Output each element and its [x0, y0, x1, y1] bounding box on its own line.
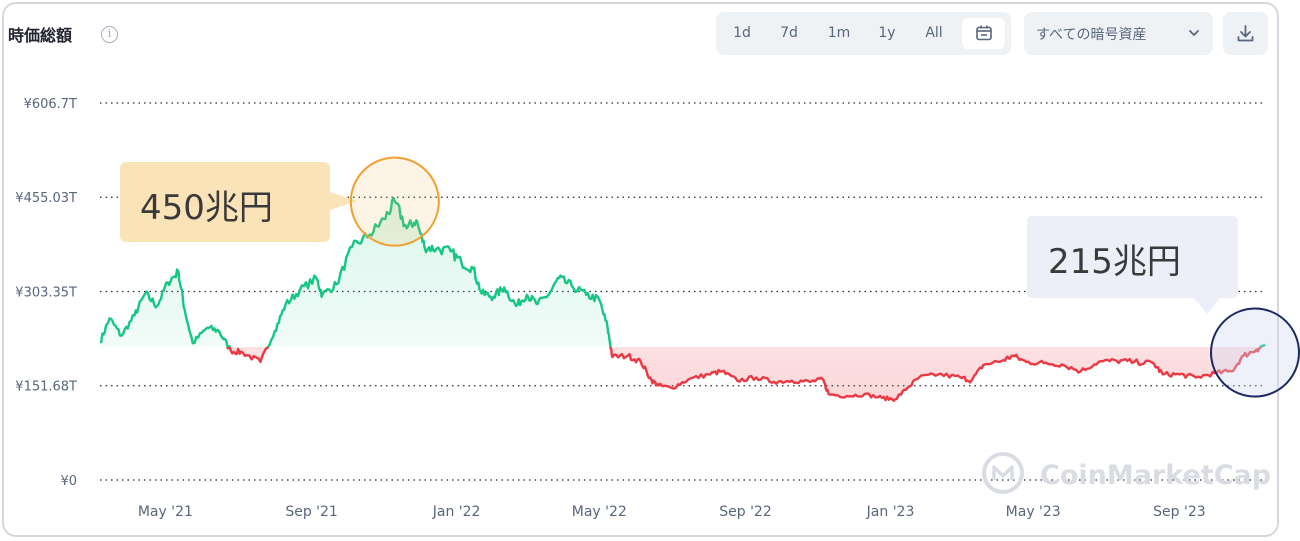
- watermark-text: CoinMarketCap: [1040, 460, 1271, 491]
- x-tick-label: Jan '22: [432, 504, 481, 520]
- chart-title: 時価総額: [8, 26, 73, 45]
- current-callout-label: 215兆円: [1048, 242, 1181, 282]
- download-icon: [1237, 25, 1254, 42]
- asset-select[interactable]: すべての暗号資産: [1024, 12, 1213, 55]
- tab-all[interactable]: All: [925, 25, 943, 41]
- series-line-down: [226, 347, 1264, 402]
- chevron-down-icon: [1189, 30, 1199, 36]
- area-fill-down: [100, 347, 1265, 401]
- tab-1d[interactable]: 1d: [733, 25, 751, 41]
- x-tick-label: May '21: [138, 504, 193, 520]
- peak-callout-box: [120, 162, 357, 242]
- series-line-up: [99, 196, 1266, 348]
- y-tick-label: ¥0: [60, 474, 77, 489]
- time-range-tabs: 1d 7d 1m 1y All: [716, 12, 1011, 55]
- x-tick-label: Jan '23: [866, 504, 915, 520]
- current-marker-circle: [1210, 307, 1300, 398]
- current-callout-box: [1027, 216, 1238, 314]
- peak-marker-circle: [349, 156, 440, 247]
- y-tick-label: ¥606.7T: [24, 97, 77, 112]
- x-tick-label: Sep '22: [719, 504, 772, 520]
- peak-callout-label: 450兆円: [140, 188, 273, 228]
- calendar-icon: [975, 25, 992, 41]
- tab-7d[interactable]: 7d: [780, 25, 798, 41]
- y-tick-label: ¥455.03T: [15, 191, 77, 206]
- watermark-logo-icon: [982, 452, 1024, 494]
- x-tick-label: Sep '23: [1153, 504, 1206, 520]
- x-tick-label: May '22: [572, 504, 627, 520]
- y-tick-label: ¥151.68T: [15, 380, 77, 395]
- x-tick-label: Sep '21: [285, 504, 338, 520]
- info-icon[interactable]: i: [101, 26, 118, 43]
- tab-1m[interactable]: 1m: [827, 25, 851, 41]
- asset-select-label: すべての暗号資産: [1036, 27, 1147, 43]
- y-tick-label: ¥303.35T: [15, 286, 77, 301]
- x-tick-label: May '23: [1006, 504, 1061, 520]
- area-fill-up: [100, 198, 1265, 348]
- calendar-button[interactable]: [962, 18, 1005, 49]
- download-button[interactable]: [1223, 12, 1268, 55]
- tab-1y[interactable]: 1y: [878, 25, 896, 41]
